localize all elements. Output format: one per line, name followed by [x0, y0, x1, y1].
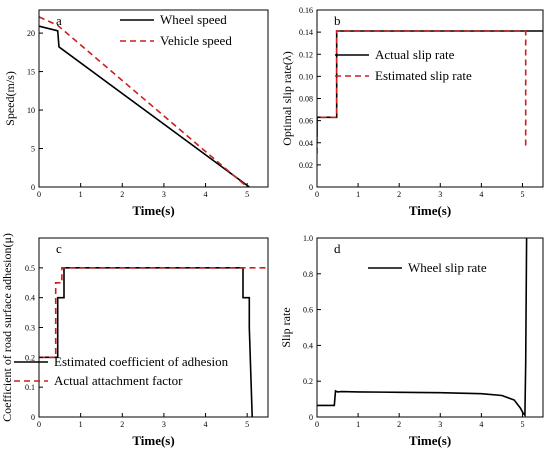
x-tick-label: 3: [438, 420, 442, 429]
y-tick-label: 10: [27, 106, 35, 115]
plot-frame: [316, 9, 544, 188]
x-axis-title: Time(s): [409, 433, 451, 448]
series-line-wheel-slip-rate: [317, 238, 528, 417]
x-tick-label: 4: [204, 190, 208, 199]
series-line-actual-attachment-factor: [39, 266, 268, 359]
x-tick-label: 1: [356, 420, 360, 429]
y-tick-label: 0.08: [299, 95, 313, 104]
y-tick-label: 15: [27, 68, 35, 77]
panel-label: d: [334, 241, 341, 256]
x-tick-label: 0: [315, 190, 319, 199]
legend: Actual slip rate Estimated slip rate: [335, 47, 472, 83]
plot-frame: [316, 237, 544, 418]
y-tick-label: 1.0: [303, 234, 313, 243]
x-tick-label: 1: [79, 420, 83, 429]
legend-label: Wheel slip rate: [408, 260, 487, 275]
y-tick-label: 0.3: [25, 324, 35, 333]
x-tick-label: 5: [520, 420, 524, 429]
x-tick-label: 1: [79, 190, 83, 199]
panel-label: c: [56, 241, 62, 256]
y-tick-label: 0: [309, 183, 313, 192]
y-tick-label: 0.02: [299, 161, 313, 170]
y-axis-title: Speed(m/s): [3, 71, 17, 126]
panel-label: a: [56, 13, 62, 28]
x-tick-label: 2: [120, 420, 124, 429]
x-tick-label: 5: [245, 420, 249, 429]
y-tick-label: 0: [309, 413, 313, 422]
legend-label: Estimated coefficient of adhesion: [54, 354, 229, 369]
chart-panel-d: 0 1 2 3 4 5 0 0.2 0.4 0.6 0.8 1.0 Time(s) Slip rate d W…: [279, 234, 544, 448]
y-tick-label: 0.16: [299, 6, 313, 15]
x-tick-label: 5: [520, 190, 524, 199]
y-tick-label: 0.5: [25, 264, 35, 273]
x-tick-label: 4: [204, 420, 208, 429]
y-tick-label: 0: [31, 183, 35, 192]
x-tick-label: 2: [397, 190, 401, 199]
panel-label: b: [334, 13, 341, 28]
series-line-estimated-slip-rate: [317, 30, 527, 154]
y-tick-label: 0.12: [299, 50, 313, 59]
x-tick-label: 1: [356, 190, 360, 199]
y-tick-label: 20: [27, 29, 35, 38]
y-tick-label: 0.2: [303, 377, 313, 386]
x-tick-label: 4: [479, 190, 483, 199]
y-tick-label: 0.4: [25, 294, 35, 303]
plot-frame: [38, 237, 269, 418]
x-tick-label: 0: [315, 420, 319, 429]
chart-panel-b: 0 1 2 3 4 5 0 0.02 0.04 0.06 0.08 0.10 0.12 0.14 0.16 T…: [280, 6, 544, 218]
y-axis-title: Coefficient of road surface adhesion(μ): [0, 233, 14, 422]
y-tick-label: 0.06: [299, 117, 313, 126]
x-axis-title: Time(s): [132, 433, 174, 448]
series-line-vehicle-speed: [39, 16, 248, 187]
x-tick-label: 3: [162, 190, 166, 199]
legend-label: Actual attachment factor: [54, 373, 183, 388]
legend-label: Vehicle speed: [160, 33, 232, 48]
x-axis-title: Time(s): [409, 203, 451, 218]
legend-label: Wheel speed: [160, 12, 227, 27]
y-tick-label: 0.14: [299, 28, 313, 37]
x-tick-label: 3: [438, 190, 442, 199]
y-tick-label: 0.10: [299, 72, 313, 81]
legend-label: Actual slip rate: [375, 47, 455, 62]
legend-label: Estimated slip rate: [375, 68, 472, 83]
y-tick-label: 0: [31, 413, 35, 422]
y-axis-title: Slip rate: [279, 307, 293, 347]
y-tick-label: 0.2: [25, 353, 35, 362]
series-line-wheel-speed: [39, 25, 250, 187]
y-tick-label: 5: [31, 145, 35, 154]
y-tick-label: 0.4: [303, 341, 313, 350]
series-line-estimated-coefficient-of-adhesion: [39, 266, 253, 417]
y-axis-title: Optimal slip rate(λ): [280, 51, 294, 145]
x-tick-label: 3: [162, 420, 166, 429]
x-tick-label: 4: [479, 420, 483, 429]
y-tick-label: 0.8: [303, 270, 313, 279]
x-tick-label: 2: [120, 190, 124, 199]
x-tick-label: 5: [245, 190, 249, 199]
y-tick-label: 0.1: [25, 383, 35, 392]
y-tick-label: 0.04: [299, 139, 313, 148]
x-tick-label: 2: [397, 420, 401, 429]
plot-frame: [38, 9, 269, 188]
x-tick-label: 0: [37, 190, 41, 199]
x-axis-title: Time(s): [132, 203, 174, 218]
y-tick-label: 0.6: [303, 306, 313, 315]
chart-panel-a: 0 1 2 3 4 5 0 5 10 15 20 Time(s) Speed(m/s) a Wheel sp…: [3, 9, 269, 218]
chart-panel-c: 0 1 2 3 4 5 0 0.1 0.2 0.3 0.4 0.5 Time(s) Coefficient…: [0, 233, 269, 448]
legend: Wheel slip rate: [368, 260, 487, 275]
legend: Estimated coefficient of adhesion Actual …: [14, 354, 229, 388]
legend: Wheel speed Vehicle speed: [120, 12, 232, 48]
x-tick-label: 0: [37, 420, 41, 429]
